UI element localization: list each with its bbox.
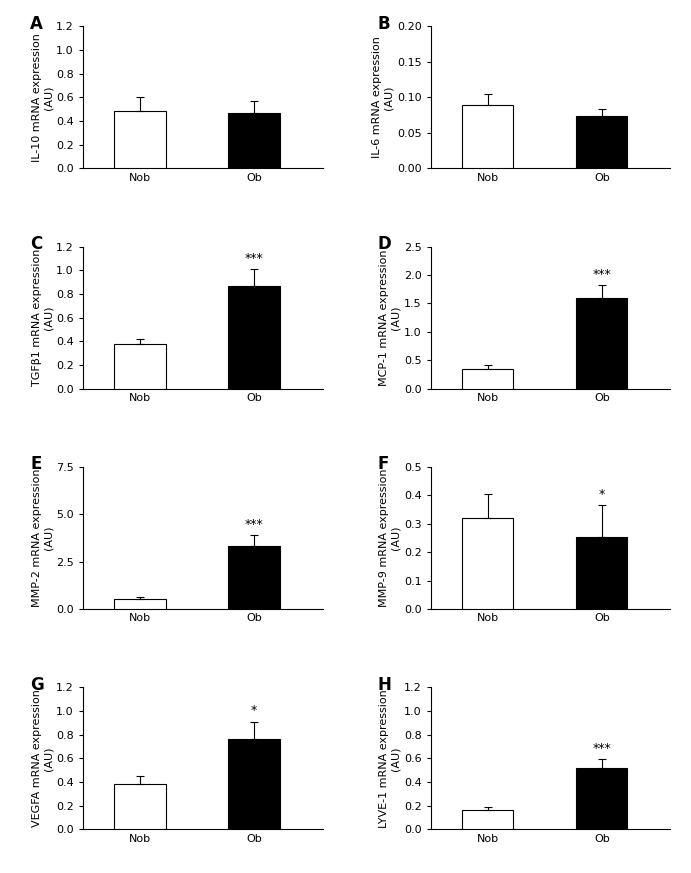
Bar	[229, 113, 280, 168]
Bar	[114, 784, 166, 829]
Y-axis label: VEGFA mRNA expression
(AU): VEGFA mRNA expression (AU)	[32, 690, 53, 828]
Bar	[114, 112, 166, 168]
Bar	[114, 344, 166, 388]
Text: ***: ***	[245, 251, 263, 265]
Y-axis label: IL-10 mRNA expression
(AU): IL-10 mRNA expression (AU)	[32, 33, 53, 162]
Bar	[462, 105, 513, 168]
Bar	[462, 368, 513, 388]
Bar	[576, 116, 627, 168]
Bar	[229, 739, 280, 829]
Bar	[229, 285, 280, 388]
Text: *: *	[598, 488, 605, 501]
Y-axis label: MMP-9 mRNA expression
(AU): MMP-9 mRNA expression (AU)	[379, 469, 401, 608]
Y-axis label: TGFβ1 mRNA expression
(AU): TGFβ1 mRNA expression (AU)	[32, 249, 53, 386]
Text: H: H	[378, 676, 392, 694]
Bar	[576, 537, 627, 609]
Y-axis label: LYVE-1 mRNA expression
(AU): LYVE-1 mRNA expression (AU)	[379, 689, 401, 828]
Text: ***: ***	[245, 518, 263, 531]
Bar	[576, 298, 627, 388]
Bar	[462, 518, 513, 609]
Bar	[576, 767, 627, 829]
Text: A: A	[30, 15, 43, 33]
Text: C: C	[30, 235, 42, 253]
Text: E: E	[30, 456, 41, 473]
Text: ***: ***	[592, 742, 611, 755]
Text: D: D	[378, 235, 392, 253]
Bar	[229, 546, 280, 609]
Text: *: *	[251, 705, 257, 718]
Text: F: F	[378, 456, 389, 473]
Text: B: B	[378, 15, 390, 33]
Bar	[114, 599, 166, 609]
Text: ***: ***	[592, 268, 611, 281]
Y-axis label: IL-6 mRNA expression
(AU): IL-6 mRNA expression (AU)	[372, 37, 394, 158]
Y-axis label: MCP-1 mRNA expression
(AU): MCP-1 mRNA expression (AU)	[379, 250, 401, 386]
Text: G: G	[30, 676, 44, 694]
Bar	[462, 810, 513, 829]
Y-axis label: MMP-2 mRNA expression
(AU): MMP-2 mRNA expression (AU)	[32, 469, 53, 608]
